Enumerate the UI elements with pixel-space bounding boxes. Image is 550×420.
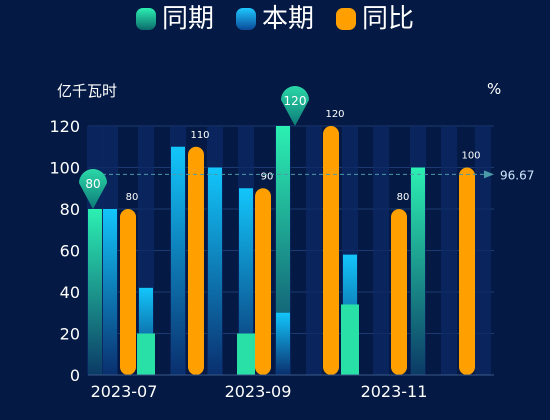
legend-item-current-period[interactable]: 本期	[235, 4, 314, 34]
legend: 同期 本期 同比	[0, 4, 550, 34]
bar-yoy-period	[137, 333, 155, 375]
bar-current-period	[171, 146, 185, 375]
markline-label: 96.67	[500, 168, 534, 182]
y-tick-label: 20	[60, 325, 80, 344]
y-tick-label: 0	[70, 366, 80, 385]
markline-arrow-icon	[484, 170, 494, 179]
legend-swatch-yoy-ratio	[336, 8, 356, 30]
legend-label-yoy-ratio: 同比	[362, 4, 415, 34]
legend-item-yoy-ratio[interactable]: 同比	[336, 4, 414, 34]
bar-slot-background	[306, 126, 322, 375]
legend-label-current-period: 本期	[261, 4, 314, 34]
pin-label: 80	[85, 177, 100, 191]
pin-marker-icon	[281, 86, 309, 126]
bar-slot-background	[475, 126, 491, 375]
legend-item-yoy-period[interactable]: 同期	[135, 4, 214, 34]
bar-yoy-ratio	[391, 209, 407, 375]
y-axis-unit-right: %	[487, 80, 502, 98]
bar-yoy-period	[237, 333, 255, 375]
bar-yoy-ratio	[323, 126, 339, 375]
data-label: 120	[325, 109, 344, 120]
bar-current-period	[208, 167, 222, 375]
bar-yoy-ratio	[120, 209, 136, 375]
bar-yoy-ratio	[255, 188, 271, 375]
data-label: 100	[461, 151, 480, 162]
y-tick-label: 40	[60, 283, 80, 302]
y-tick-label: 100	[49, 159, 80, 178]
y-tick-label: 120	[49, 117, 80, 136]
x-tick-label: 2023-07	[91, 382, 158, 401]
bar-yoy-ratio	[459, 167, 475, 375]
y-tick-label: 80	[60, 200, 80, 219]
bar-yoy-period	[411, 167, 425, 375]
y-axis-unit-left: 亿千瓦时	[57, 82, 118, 100]
bar-current-period	[103, 209, 117, 375]
data-label: 90	[261, 171, 274, 182]
data-label: 110	[190, 130, 209, 141]
legend-label-yoy-period: 同期	[161, 4, 214, 34]
bar-yoy-period	[88, 209, 102, 375]
pin-label: 120	[284, 94, 307, 108]
pin-marker-icon	[79, 169, 107, 209]
data-label: 80	[397, 192, 410, 203]
data-label: 80	[126, 192, 139, 203]
bar-slot-background	[373, 126, 389, 375]
x-tick-label: 2023-09	[225, 382, 292, 401]
legend-swatch-current-period	[235, 8, 256, 30]
y-tick-label: 60	[60, 242, 80, 261]
x-tick-label: 2023-11	[361, 382, 428, 401]
legend-swatch-yoy-period	[135, 8, 156, 30]
bar-yoy-ratio	[188, 146, 204, 375]
bar-yoy-period	[341, 304, 359, 375]
bar-slot-background	[441, 126, 457, 375]
bar-current-period	[276, 312, 290, 375]
bar-current-period	[239, 188, 253, 375]
